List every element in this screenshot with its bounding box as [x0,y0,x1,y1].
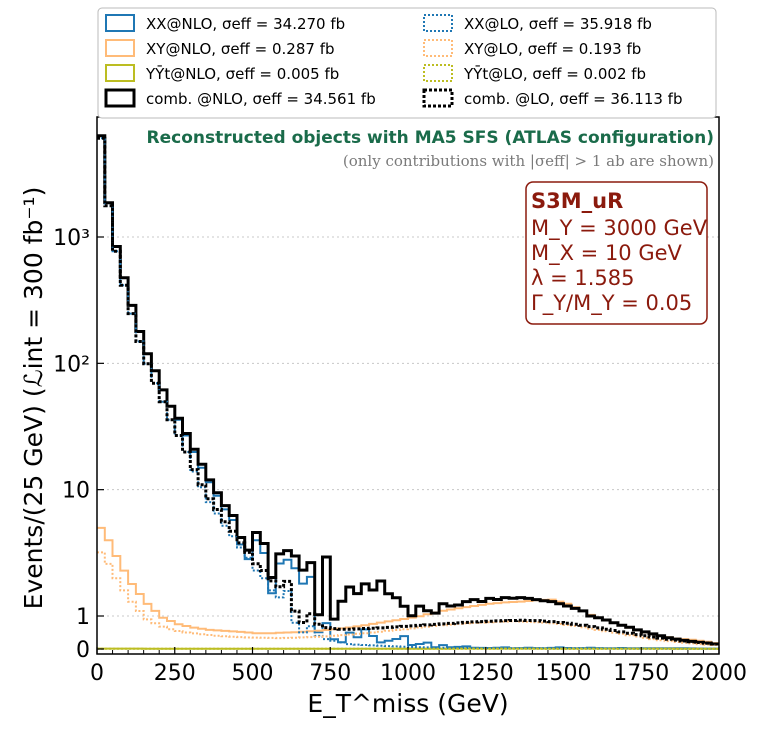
legend-swatch-5 [423,39,453,57]
series-5 [97,551,719,646]
y-tick-label-3: 10² [53,352,90,377]
x-tick-label-3: 750 [309,661,351,686]
legend-frame [97,7,717,119]
x-tick-label-2: 500 [232,661,274,686]
model-name: S3M_uR [531,189,623,213]
legend-label-2: YȲt@NLO, σeff = 0.005 fb [145,65,339,83]
x-tick-label-0: 0 [90,661,104,686]
legend-swatch-7 [422,88,454,108]
info-line-my: M_Y = 3000 GeV [531,216,708,241]
x-tick-label-1: 250 [154,661,196,686]
legend-swatch-2 [105,64,135,82]
y-tick-label-0: 0 [76,638,90,663]
legend-label-7: comb. @LO, σeff = 36.113 fb [464,90,683,108]
info-line-width: Γ_Y/M_Y = 0.05 [531,291,692,316]
legend-label-1: XY@NLO, σeff = 0.287 fb [146,40,335,58]
legend-label-3: comb. @NLO, σeff = 34.561 fb [146,90,376,108]
legend-swatch-4 [423,14,453,32]
model-info-box: S3M_uR M_Y = 3000 GeV M_X = 10 GeV λ = 1… [525,181,708,325]
info-line-mx: M_X = 10 GeV [531,241,683,266]
legend-swatch-0 [105,14,135,32]
x-tick-label-6: 1500 [536,661,592,686]
series-7 [97,136,719,646]
x-axis-label: E_T^miss (GeV) [307,689,508,718]
chart-title: Reconstructed objects with MA5 SFS (ATLA… [147,128,714,148]
model-info-frame [525,181,708,325]
info-line-lambda: λ = 1.585 [531,266,635,290]
y-tick-label-1: 1 [76,605,90,630]
y-tick-label-2: 10 [62,479,90,504]
y-axis-label: Events/(25 GeV) (ℒint = 300 fb⁻¹) [19,187,48,610]
legend-swatch-6 [423,64,453,82]
x-tick-label-4: 1000 [380,661,436,686]
legend-swatch-1 [105,39,135,57]
legend-label-5: XY@LO, σeff = 0.193 fb [464,40,641,58]
series-3 [97,134,719,646]
x-tick-label-8: 2000 [691,661,747,686]
legend-label-0: XX@NLO, σeff = 34.270 fb [146,15,345,33]
chart-subtitle: (only contributions with |σeff| > 1 ab a… [343,152,714,170]
legend-swatch-3 [104,88,136,108]
histogram-series [97,134,719,650]
x-tick-label-5: 1250 [458,661,514,686]
axes: 0 250 500 750 1000 1250 1500 1750 2000 0 1 10 10² 10³ [53,226,747,686]
legend-label-4: XX@LO, σeff = 35.918 fb [464,15,652,33]
y-tick-label-4: 10³ [53,226,90,251]
x-tick-label-7: 1750 [613,661,669,686]
legend-label-6: YȲt@LO, σeff = 0.002 fb [463,65,646,83]
legend: XX@NLO, σeff = 34.270 fb XY@NLO, σeff = 0… [97,7,717,119]
